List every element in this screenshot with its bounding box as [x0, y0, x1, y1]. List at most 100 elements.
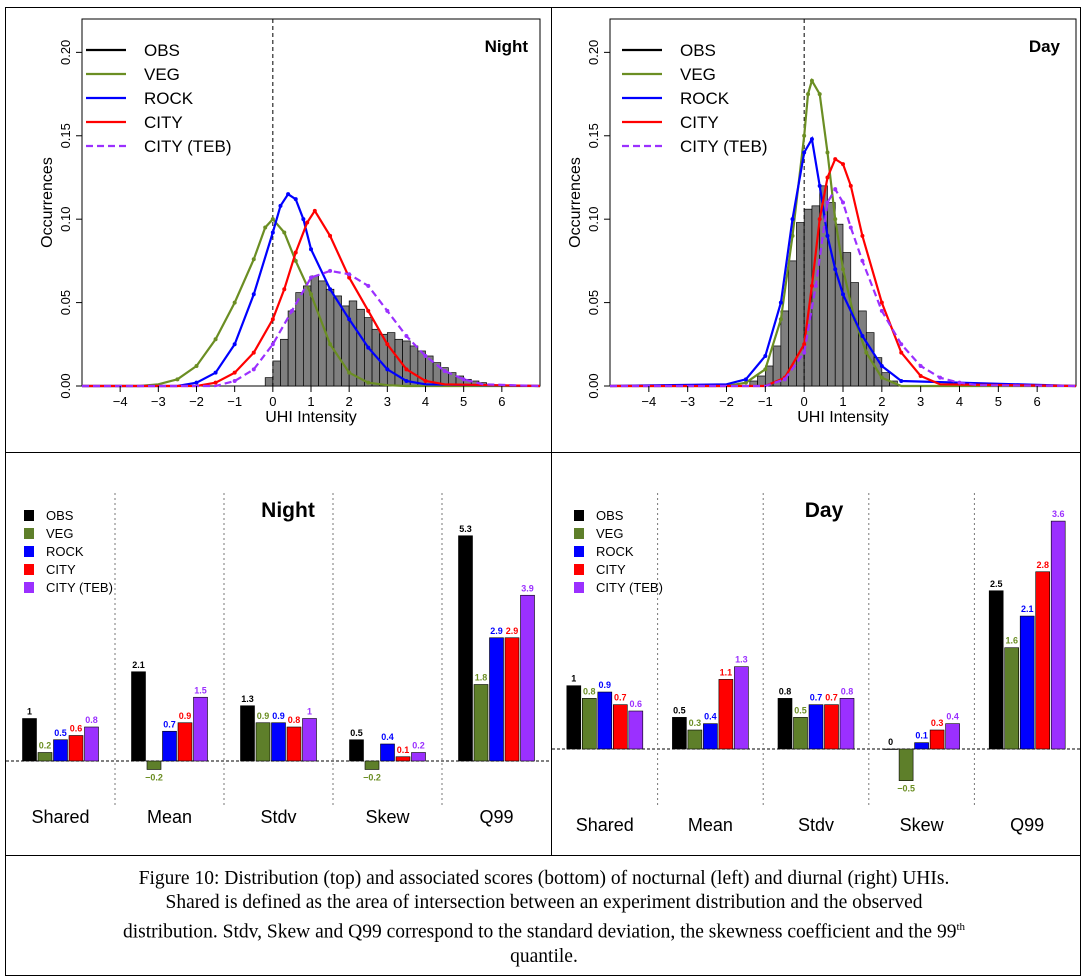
city-value-label: 0.8 — [288, 715, 301, 725]
veg-series-point — [263, 225, 268, 230]
obs-histogram-bar — [356, 308, 365, 387]
city-series-line — [82, 208, 541, 388]
obs-histogram-bar — [386, 332, 396, 387]
obs-value-label: 1 — [27, 707, 32, 717]
obs-bar — [988, 590, 1004, 750]
city-teb-value-label: 1.3 — [735, 655, 748, 665]
city-teb-bar — [411, 752, 426, 762]
city-bar — [395, 756, 411, 762]
rock-value-label: 0.9 — [599, 680, 612, 690]
y-tick-label: 0.15 — [58, 123, 73, 148]
city-teb-series-point — [860, 258, 865, 263]
x-tick-label: 0 — [269, 394, 276, 409]
rock-series-point — [763, 353, 768, 358]
obs-value-label: 0 — [888, 737, 893, 747]
rock-series-point — [385, 367, 390, 372]
obs-histogram-bar — [264, 377, 274, 387]
veg-series-point — [328, 342, 333, 347]
obs-value-label: 0.5 — [673, 705, 686, 715]
rock-series-point — [809, 137, 814, 142]
rock-series-point — [778, 300, 783, 305]
city-teb-series-point — [309, 275, 313, 280]
night-distribution-chart: −4 −3 −2 −1 0 1 2 3 4 5 6 0.00 0.05 0.10 0.15 0.20 UHI I… — [39, 18, 541, 426]
veg-bar — [255, 722, 271, 762]
veg-series-point — [841, 267, 845, 272]
legend-swatch-rock — [24, 546, 34, 557]
city-bar — [612, 704, 628, 750]
city-teb-bar — [1050, 520, 1066, 750]
obs-histogram-bar — [757, 375, 766, 387]
rock-series-point — [404, 378, 409, 383]
rock-bar — [271, 722, 286, 762]
obs-bar — [883, 748, 898, 750]
rock-value-label: 0.5 — [54, 728, 67, 738]
city-teb-series-point — [404, 333, 409, 338]
city-teb-series-point — [232, 378, 237, 383]
city-series-point — [293, 250, 298, 255]
city-value-label: 0.1 — [397, 745, 410, 755]
city-series-point — [366, 308, 371, 313]
obs-bar — [131, 671, 146, 762]
city-teb-value-label: 0.2 — [412, 741, 425, 751]
chart-title: Day — [1029, 37, 1061, 56]
city-series-point — [328, 233, 333, 238]
caption-superscript: th — [956, 921, 966, 933]
city-series-point — [817, 217, 822, 222]
veg-value-label: 0.2 — [39, 741, 52, 751]
day-distribution-chart: −4 −3 −2 −1 0 1 2 3 4 5 6 0.00 0.05 0.10 0.15 0.20 UHI I… — [567, 18, 1077, 426]
city-series-point — [232, 370, 237, 375]
rock-bar — [380, 743, 395, 762]
city-teb-bar — [839, 698, 855, 750]
city-teb-series-point — [833, 187, 838, 192]
rock-series-point — [251, 292, 256, 297]
city-value-label: 0.3 — [931, 718, 944, 728]
rock-bar — [53, 739, 68, 762]
rock-value-label: 0.9 — [272, 711, 285, 721]
legend-label-rock: ROCK — [144, 89, 194, 108]
city-series-line — [610, 157, 1077, 388]
veg-value-label: −0.2 — [363, 773, 381, 783]
city-teb-value-label: 0.6 — [630, 699, 643, 709]
x-tick-label: −3 — [680, 394, 695, 409]
obs-value-label: 0.8 — [779, 686, 792, 696]
category-label-skew: Skew — [900, 815, 945, 835]
city-teb-series-point — [385, 308, 390, 313]
rock-bar — [914, 742, 929, 750]
city-value-label: 1.1 — [720, 667, 733, 677]
veg-bar — [898, 748, 914, 781]
legend-label-city: CITY — [680, 113, 719, 132]
obs-value-label: 0.5 — [350, 728, 363, 738]
city-teb-series-point — [841, 200, 845, 205]
veg-series-point — [347, 370, 352, 375]
chart-title: Night — [485, 37, 529, 56]
obs-histogram-bar — [310, 275, 319, 387]
veg-series-point — [778, 317, 783, 322]
veg-series-point — [802, 133, 807, 138]
caption-line-2: Shared is defined as the area of interse… — [165, 892, 923, 913]
category-label-stdv: Stdv — [260, 807, 296, 827]
night-scores-chart: 10.20.5 0.60.8Shared2.1−0.20.70.91.5Mean1… — [6, 493, 551, 827]
legend-swatch-veg — [24, 528, 34, 539]
x-tick-label: −4 — [113, 394, 128, 409]
city-series-point — [802, 342, 807, 347]
rock-series-line — [609, 135, 1077, 388]
veg-bar — [37, 752, 53, 762]
x-axis-label: UHI Intensity — [797, 409, 889, 426]
legend-label-city-teb: CITY (TEB) — [596, 580, 663, 595]
x-axis-label: UHI Intensity — [265, 409, 357, 426]
obs-bar — [566, 685, 582, 750]
city-teb-bar — [84, 726, 99, 762]
veg-series-point — [366, 380, 371, 385]
x-tick-label: −1 — [227, 394, 242, 409]
caption-line-3: distribution. Stdv, Skew and Q99 corresp… — [122, 921, 957, 943]
veg-series-point — [293, 258, 298, 263]
city-series-point — [918, 373, 923, 378]
rock-bar — [1019, 615, 1035, 750]
veg-bar — [581, 698, 597, 750]
city-series-point — [423, 378, 428, 383]
city-teb-series-point — [782, 377, 787, 382]
city-teb-series-point — [825, 200, 830, 205]
city-series-point — [251, 350, 256, 355]
caption-box: Figure 10: Distribution (top) and associ… — [5, 855, 1081, 976]
obs-bar — [349, 739, 364, 762]
